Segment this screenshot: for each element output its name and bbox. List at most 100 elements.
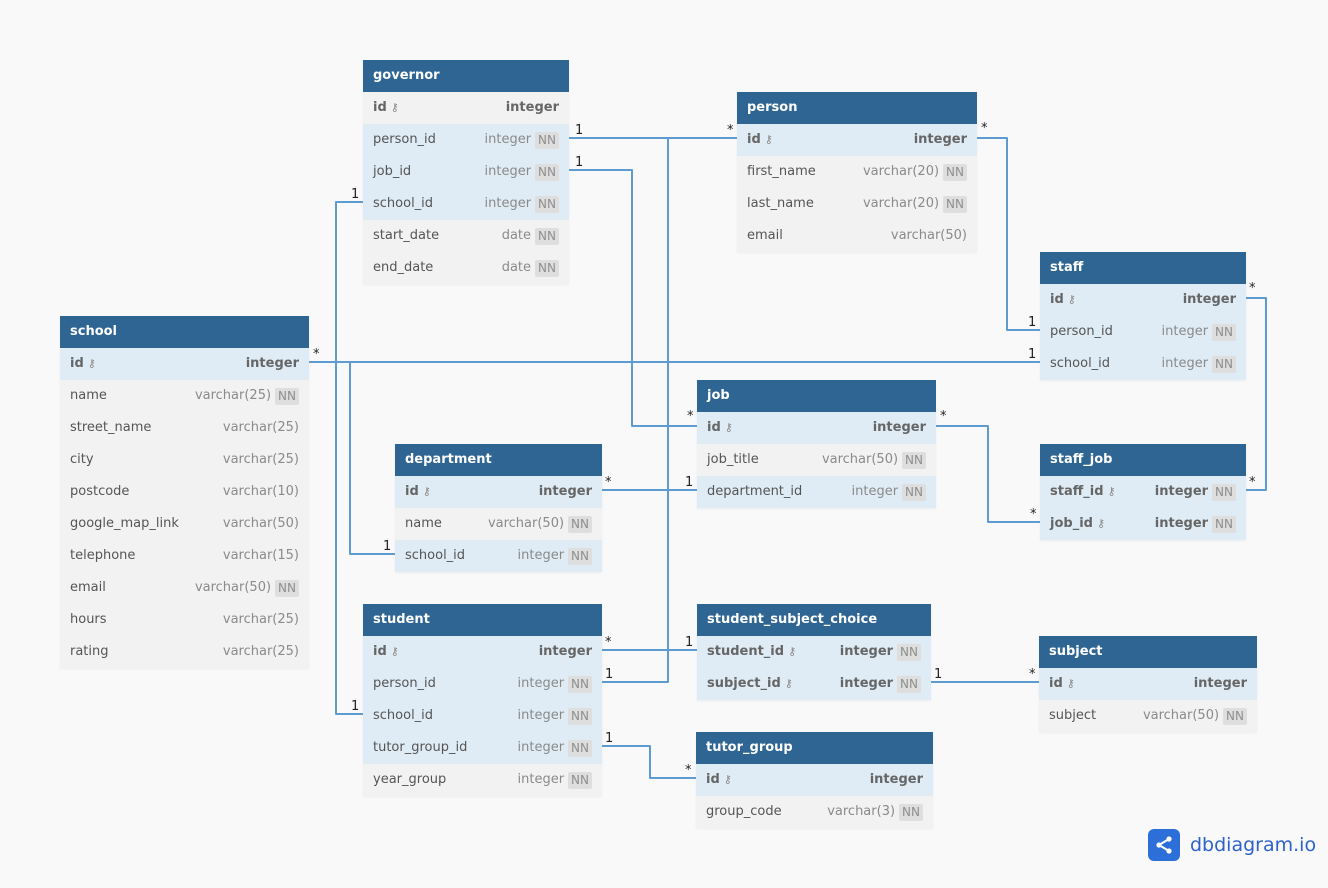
table-student[interactable]: student id ⚷ integer person_id integer NN schoo… (363, 604, 602, 796)
table-subject[interactable]: subject id ⚷ integer subject varchar(50) NN (1039, 636, 1257, 732)
relationship-line[interactable] (1246, 297, 1267, 491)
column-row[interactable]: hours varchar(25) (60, 604, 309, 636)
relationship-line[interactable] (569, 169, 697, 427)
table-staff-job[interactable]: staff_job staff_id ⚷ integer NN job_id ⚷ intege… (1040, 444, 1246, 540)
column-row[interactable]: id ⚷ integer (1040, 284, 1246, 316)
not-null-badge: NN (943, 195, 967, 213)
table-job[interactable]: job id ⚷ integer job_title varchar(50) NN depar… (697, 380, 936, 508)
column-row[interactable]: school_id integer NN (1040, 348, 1246, 380)
column-name: school_id (405, 548, 466, 563)
relationship-line[interactable] (309, 201, 363, 363)
not-null-badge: NN (1223, 707, 1247, 725)
column-row[interactable]: id ⚷ integer (737, 124, 977, 156)
column-row[interactable]: id ⚷ integer (697, 412, 936, 444)
column-type: integer (538, 644, 592, 659)
table-school[interactable]: school id ⚷ integer name varchar(25) NN street_… (60, 316, 309, 668)
table-tutor-group[interactable]: tutor_group id ⚷ integer group_code varchar(3… (696, 732, 933, 828)
column-row[interactable]: staff_id ⚷ integer NN (1040, 476, 1246, 508)
column-row[interactable]: postcode varchar(10) (60, 476, 309, 508)
column-row[interactable]: start_date date NN (363, 220, 569, 252)
column-row[interactable]: last_name varchar(20) NN (737, 188, 977, 220)
table-department[interactable]: department id ⚷ integer name varchar(50) NN sch… (395, 444, 602, 572)
column-row[interactable]: job_id integer NN (363, 156, 569, 188)
relationship-line[interactable] (602, 745, 696, 779)
table-header[interactable]: person (737, 92, 977, 124)
column-row[interactable]: school_id integer NN (363, 700, 602, 732)
table-governor[interactable]: governor id ⚷ integer person_id integer NN job_… (363, 60, 569, 284)
column-type: varchar(3) (827, 804, 896, 819)
column-row[interactable]: id ⚷ integer (363, 92, 569, 124)
column-row[interactable]: google_map_link varchar(50) (60, 508, 309, 540)
column-row[interactable]: person_id integer NN (363, 668, 602, 700)
cardinality-one: 1 (351, 699, 359, 714)
cardinality-many: * (687, 409, 694, 424)
cardinality-one: 1 (1028, 315, 1036, 330)
column-name: end_date (373, 260, 434, 275)
brand-logo[interactable]: dbdiagram.io (1148, 829, 1316, 861)
column-row[interactable]: street_name varchar(25) (60, 412, 309, 444)
column-name: student_id (707, 644, 785, 659)
column-name: first_name (747, 164, 816, 179)
table-header[interactable]: school (60, 316, 309, 348)
table-person[interactable]: person id ⚷ integer first_name varchar(20) NN l… (737, 92, 977, 252)
column-name: hours (70, 612, 107, 627)
column-row[interactable]: rating varchar(25) (60, 636, 309, 668)
not-null-badge: NN (275, 387, 299, 405)
column-row[interactable]: school_id integer NN (395, 540, 602, 572)
not-null-badge: NN (1212, 515, 1236, 533)
table-header[interactable]: staff_job (1040, 444, 1246, 476)
column-row[interactable]: id ⚷ integer (696, 764, 933, 796)
relationship-line[interactable] (936, 425, 1040, 523)
column-row[interactable]: first_name varchar(20) NN (737, 156, 977, 188)
table-header[interactable]: governor (363, 60, 569, 92)
table-header[interactable]: department (395, 444, 602, 476)
column-row[interactable]: id ⚷ integer (363, 636, 602, 668)
column-type: integer (839, 676, 894, 691)
table-header[interactable]: subject (1039, 636, 1257, 668)
column-type: integer (245, 356, 299, 371)
column-name: id (747, 132, 761, 147)
table-header[interactable]: student (363, 604, 602, 636)
cardinality-many: * (313, 347, 320, 362)
column-row[interactable]: person_id integer NN (1040, 316, 1246, 348)
table-header[interactable]: tutor_group (696, 732, 933, 764)
column-row[interactable]: job_id ⚷ integer NN (1040, 508, 1246, 540)
column-row[interactable]: subject_id ⚷ integer NN (697, 668, 931, 700)
column-row[interactable]: end_date date NN (363, 252, 569, 284)
column-row[interactable]: email varchar(50) (737, 220, 977, 252)
column-type: varchar(50) (890, 228, 967, 243)
relationship-line[interactable] (977, 137, 1040, 331)
column-row[interactable]: group_code varchar(3) NN (696, 796, 933, 828)
relationship-line[interactable] (309, 361, 395, 555)
table-header[interactable]: student_subject_choice (697, 604, 931, 636)
column-name: email (747, 228, 783, 243)
column-row[interactable]: id ⚷ integer (1039, 668, 1257, 700)
column-row[interactable]: department_id integer NN (697, 476, 936, 508)
column-name: id (373, 100, 387, 115)
column-type: varchar(50) (487, 516, 565, 531)
column-name: name (405, 516, 442, 531)
column-row[interactable]: subject varchar(50) NN (1039, 700, 1257, 732)
cardinality-many: * (940, 409, 947, 424)
column-row[interactable]: email varchar(50) NN (60, 572, 309, 604)
table-staff[interactable]: staff id ⚷ integer person_id integer NN school_… (1040, 252, 1246, 380)
table-student-subject-choice[interactable]: student_subject_choice student_id ⚷ integer… (697, 604, 931, 700)
table-header[interactable]: job (697, 380, 936, 412)
column-name: tutor_group_id (373, 740, 468, 755)
column-row[interactable]: city varchar(25) (60, 444, 309, 476)
column-row[interactable]: year_group integer NN (363, 764, 602, 796)
column-row[interactable]: school_id integer NN (363, 188, 569, 220)
column-row[interactable]: telephone varchar(15) (60, 540, 309, 572)
column-row[interactable]: name varchar(50) NN (395, 508, 602, 540)
column-row[interactable]: job_title varchar(50) NN (697, 444, 936, 476)
column-row[interactable]: person_id integer NN (363, 124, 569, 156)
column-row[interactable]: student_id ⚷ integer NN (697, 636, 931, 668)
column-row[interactable]: tutor_group_id integer NN (363, 732, 602, 764)
column-row[interactable]: id ⚷ integer (395, 476, 602, 508)
column-type: integer (517, 708, 565, 723)
relationship-line[interactable] (335, 362, 363, 715)
table-header[interactable]: staff (1040, 252, 1246, 284)
cardinality-one: 1 (605, 731, 613, 746)
column-row[interactable]: id ⚷ integer (60, 348, 309, 380)
column-row[interactable]: name varchar(25) NN (60, 380, 309, 412)
